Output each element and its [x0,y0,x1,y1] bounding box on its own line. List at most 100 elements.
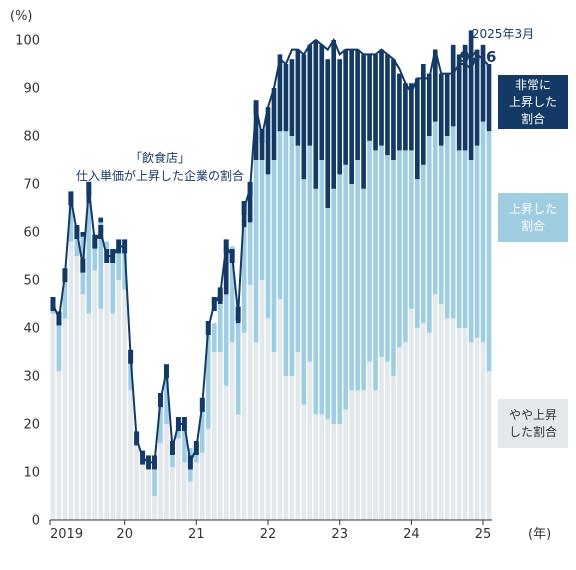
bar-high-rise [432,49,438,122]
bar-high-rise [456,54,462,151]
line-marker [253,100,259,115]
bar-some-rise [480,342,486,520]
bar-rise [217,304,223,352]
line-marker [158,393,163,407]
line-marker [110,249,116,263]
bar-rise [62,280,68,319]
bar-some-rise [289,376,295,520]
bar-high-rise [420,64,426,165]
bar-rise [468,160,474,343]
bar-some-rise [253,342,259,520]
bar-some-rise [391,376,396,520]
bar-rise [116,246,122,280]
bar-some-rise [283,376,289,520]
bar-rise [361,188,366,391]
bar-rise [432,121,438,295]
bar-some-rise [56,371,62,520]
legend-text-line: した割合 [508,424,557,439]
bar-some-rise [397,347,402,520]
bar-some-rise [337,424,343,520]
bar-some-rise [415,328,420,520]
bar-some-rise [140,462,145,520]
bar-some-rise [199,452,205,520]
bar-rise [385,155,390,362]
bar-rise [271,160,277,352]
bar-rise [235,323,241,415]
bar-high-rise [403,83,408,151]
line-marker [223,239,229,254]
line-marker [205,321,211,335]
bar-rise [307,145,313,362]
total-line [52,37,490,467]
bar-some-rise [462,328,468,520]
line-marker [146,455,152,470]
bar-rise [110,256,116,314]
bar-rise [426,136,432,333]
line-marker [247,181,253,196]
bar-rise [223,294,229,386]
bar-some-rise [426,332,432,520]
bar-high-rise [391,59,396,161]
bar-some-rise [265,318,271,520]
y-tick-label: 50 [23,274,40,289]
bar-high-rise [349,49,354,184]
bar-rise [319,160,325,415]
bar-rise [289,136,295,376]
bar-rise [241,227,247,333]
line-marker [116,239,122,254]
bar-rise [205,328,211,429]
bar-high-rise [444,73,450,136]
line-marker [98,225,104,239]
line-markers [50,100,265,470]
y-unit-label: (%) [10,9,33,24]
bar-high-rise [450,44,456,127]
bar-high-rise [223,246,229,295]
bar-high-rise [289,59,295,137]
bar-high-rise [80,232,86,237]
bar-rise [253,160,259,343]
line-series-label: 「飲食店」 [130,150,190,165]
bar-some-rise [474,337,480,520]
line-series-label: 仕入単価が上昇した企業の割合 [76,168,244,183]
bar-high-rise [271,88,277,160]
bar-some-rise [486,371,492,520]
legend-rise: 上昇した 割合 [498,193,568,242]
line-marker [140,450,146,465]
bar-some-rise [271,352,277,520]
bar-rise [301,179,307,405]
x-tick-label: 22 [260,527,277,542]
bar-some-rise [259,280,265,520]
y-tick-label: 40 [23,322,40,337]
bar-high-rise [438,73,444,146]
bar-rise [74,232,80,256]
bar-rise [337,174,343,424]
line-marker [163,364,169,379]
line-marker [169,441,175,455]
bar-some-rise [146,467,151,520]
line-marker [86,181,92,196]
bar-rise [373,150,378,391]
y-tick-label: 100 [15,34,40,49]
legend-some-rise: やや上昇 した割合 [498,399,568,448]
bar-some-rise [205,428,211,520]
bar-some-rise [247,284,253,520]
line-marker [187,455,193,470]
bar-high-rise [426,73,432,136]
bar-some-rise [217,352,223,520]
bar-rise [158,400,163,444]
bar-rise [56,323,62,372]
latest-value-label: 94.6 [459,48,496,66]
bar-some-rise [158,443,163,520]
bar-some-rise [241,332,247,520]
x-tick-label: 20 [116,527,133,542]
bar-rise [277,131,283,300]
y-tick-label: 10 [23,466,40,481]
line-marker [134,431,140,446]
bar-high-rise [462,44,468,151]
bar-rise [199,404,205,453]
bar-some-rise [128,390,133,520]
bar-some-rise [211,352,217,520]
bar-high-rise [283,64,289,132]
line-marker [217,287,223,302]
bar-high-rise [415,78,420,180]
